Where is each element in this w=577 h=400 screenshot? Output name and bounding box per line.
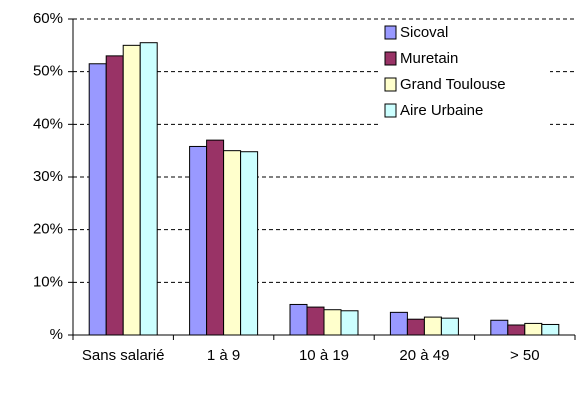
- legend-box: [380, 20, 550, 126]
- bar: [541, 323, 560, 336]
- x-tick-label: 10 à 19: [299, 347, 349, 364]
- y-tick-label: 40%: [33, 115, 63, 132]
- legend-swatch: [384, 77, 397, 92]
- bar: [206, 139, 225, 336]
- y-tick-label: 30%: [33, 168, 63, 185]
- x-tick-label: > 50: [510, 347, 540, 364]
- bar: [105, 55, 124, 336]
- y-tick-label: 60%: [33, 10, 63, 27]
- legend-label: Aire Urbaine: [400, 102, 483, 119]
- bar: [240, 151, 259, 336]
- bar: [406, 318, 425, 336]
- bar: [524, 322, 543, 336]
- legend-swatch: [384, 103, 397, 118]
- bar: [306, 306, 325, 336]
- bar: [223, 150, 242, 336]
- bar: [440, 317, 459, 336]
- legend-label: Grand Toulouse: [400, 76, 506, 93]
- y-tick-label: %: [50, 326, 63, 343]
- bar: [507, 324, 526, 336]
- y-tick-label: 10%: [33, 273, 63, 290]
- bar: [289, 303, 308, 336]
- legend-label: Muretain: [400, 50, 458, 67]
- bar: [490, 319, 509, 336]
- x-tick-label: 1 à 9: [207, 347, 240, 364]
- bar: [340, 310, 359, 336]
- bar: [189, 145, 208, 336]
- bar: [122, 44, 141, 336]
- bar: [423, 316, 442, 336]
- bar: [139, 42, 158, 336]
- y-tick-label: 20%: [33, 221, 63, 238]
- bar: [389, 311, 408, 336]
- bar: [88, 63, 107, 336]
- legend-label: Sicoval: [400, 24, 448, 41]
- legend-swatch: [384, 51, 397, 66]
- x-tick-label: Sans salarié: [82, 347, 165, 364]
- bar: [323, 309, 342, 336]
- x-tick-label: 20 à 49: [399, 347, 449, 364]
- y-tick-label: 50%: [33, 63, 63, 80]
- legend-swatch: [384, 25, 397, 40]
